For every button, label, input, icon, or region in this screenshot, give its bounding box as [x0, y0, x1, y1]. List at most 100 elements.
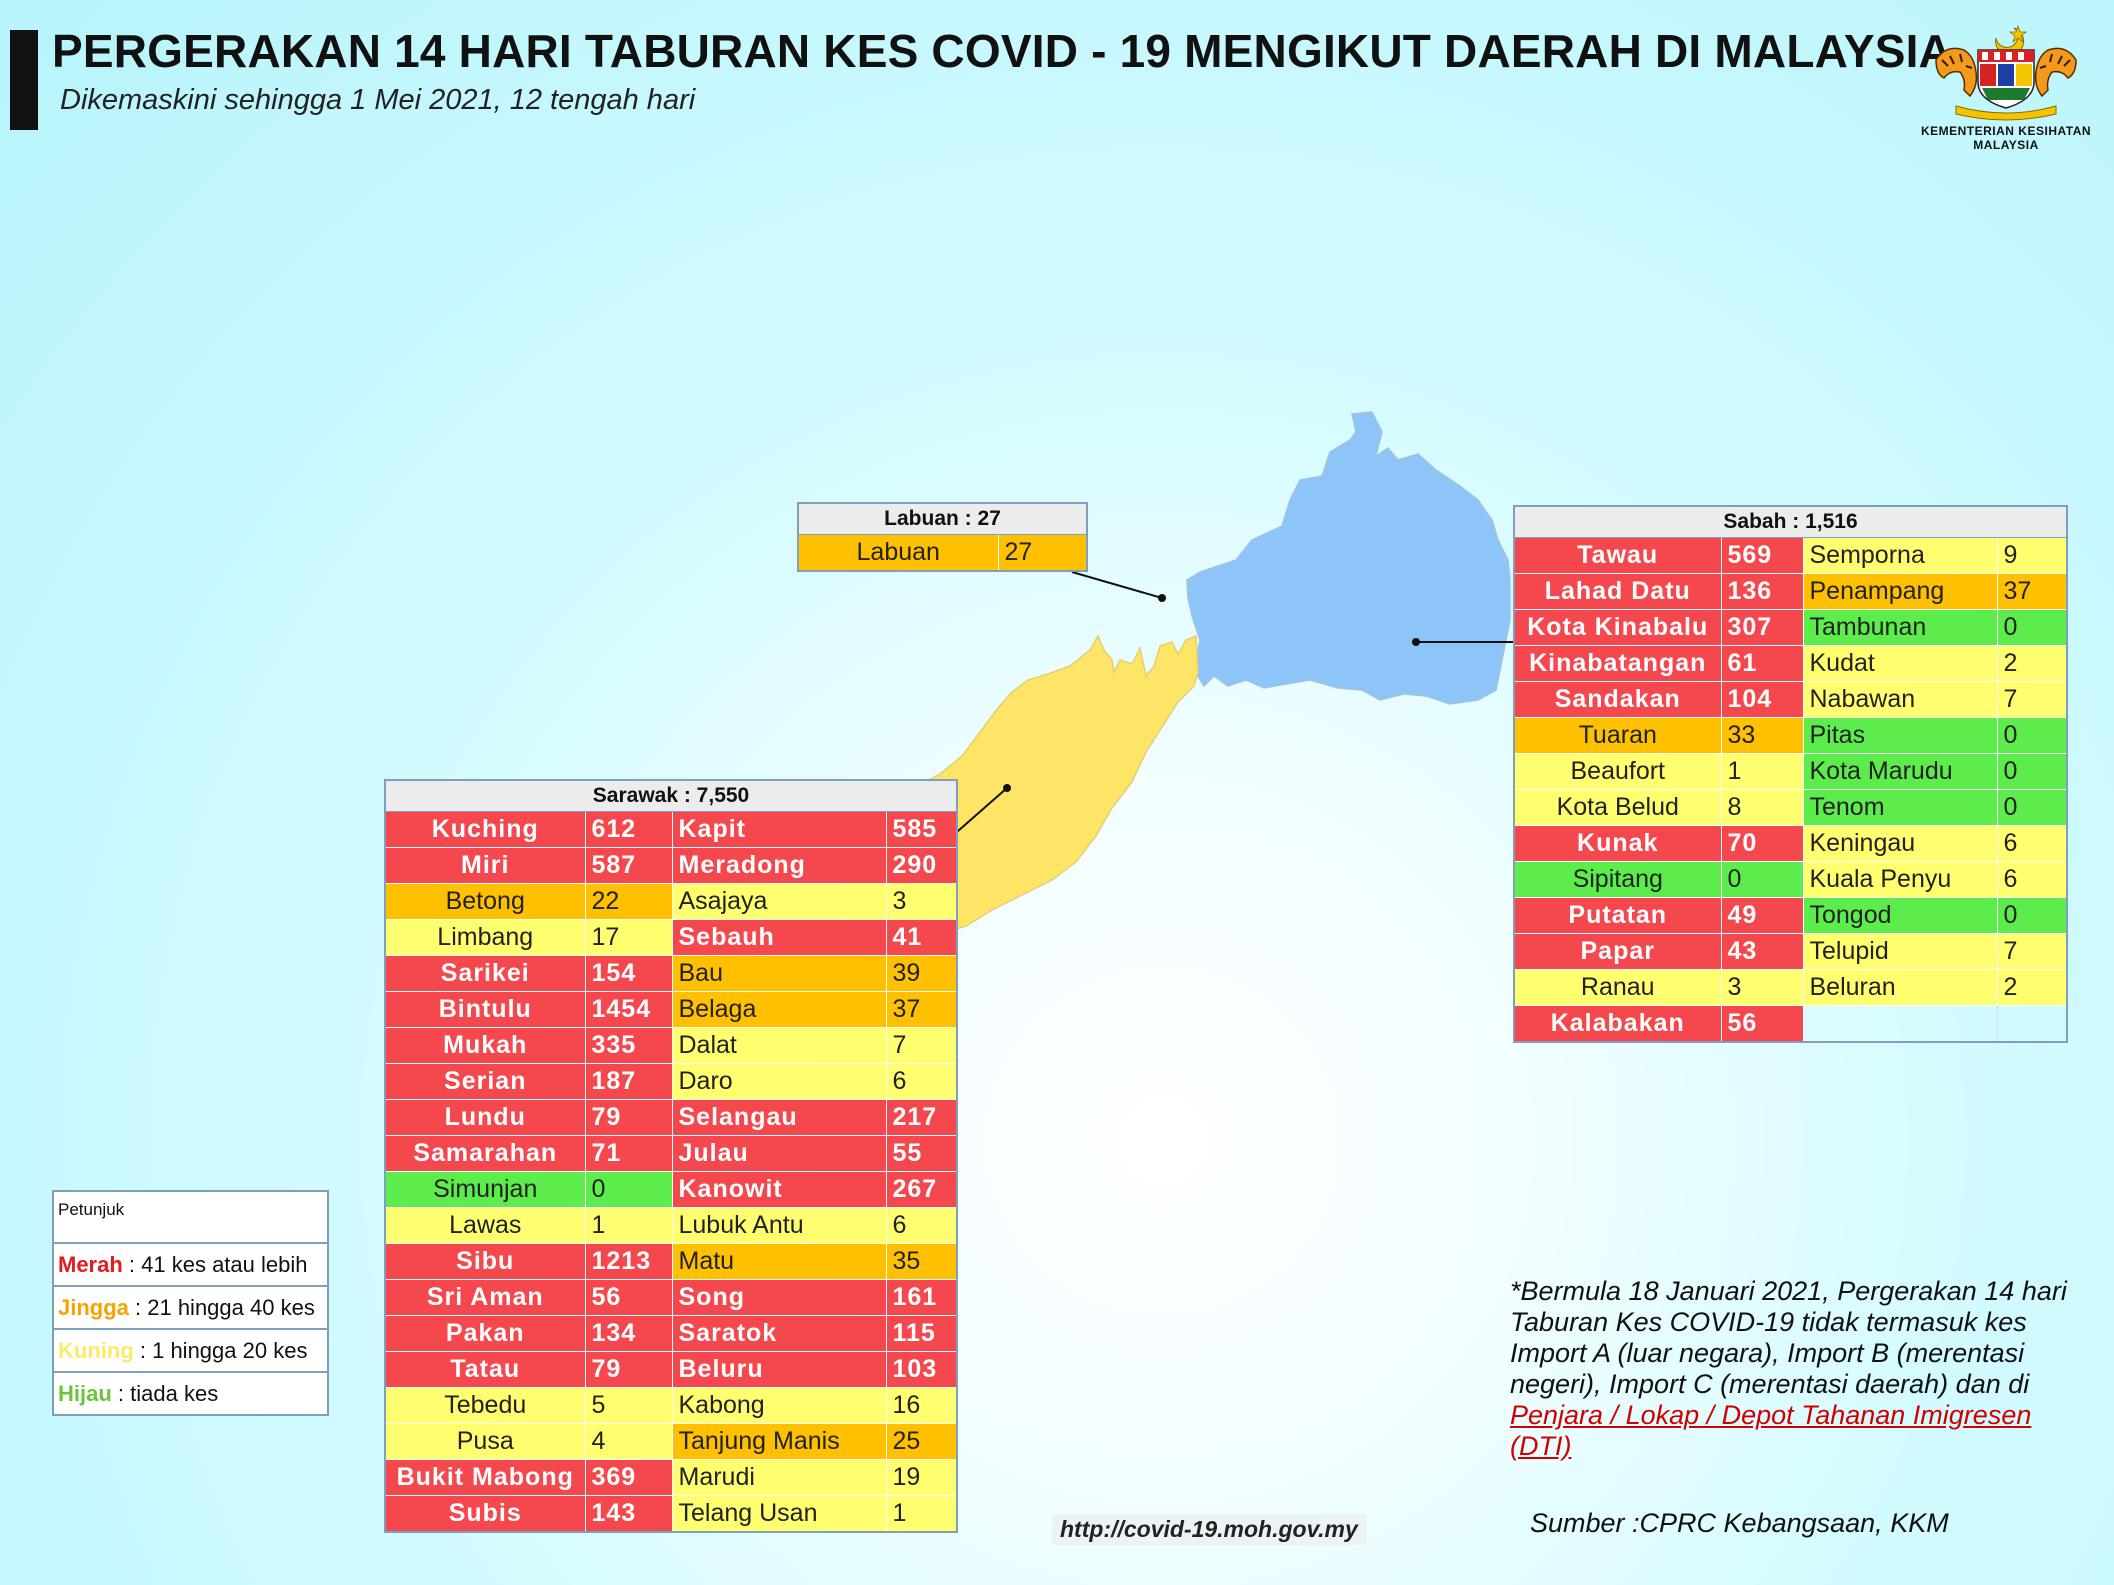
case-count: 103	[885, 1351, 958, 1388]
case-count: 0	[584, 1171, 673, 1208]
district-name: Tuaran	[1513, 717, 1722, 754]
case-count: 612	[584, 811, 673, 848]
case-count: 0	[1996, 717, 2068, 754]
case-count: 17	[584, 919, 673, 956]
case-count: 27	[997, 534, 1088, 572]
district-name: Kota Marudu	[1802, 753, 1998, 790]
district-name: Simunjan	[384, 1171, 586, 1208]
district-name: Kabong	[671, 1387, 887, 1424]
table-row: Ranau 3 Beluran 2	[1513, 969, 2068, 1006]
case-count: 6	[1996, 861, 2068, 898]
district-name: Beaufort	[1513, 753, 1722, 790]
table-row: Sandakan 104 Nabawan 7	[1513, 681, 2068, 718]
case-count: 569	[1720, 537, 1804, 574]
district-name: Kanowit	[671, 1171, 887, 1208]
district-name: Semporna	[1802, 537, 1998, 574]
legend: Petunjuk Merah : 41 kes atau lebih Jingg…	[52, 1190, 329, 1416]
labuan-header: Labuan : 27	[797, 502, 1088, 535]
district-name: Mukah	[384, 1027, 586, 1064]
district-name: Tongod	[1802, 897, 1998, 934]
district-name: Telang Usan	[671, 1495, 887, 1533]
district-name: Serian	[384, 1063, 586, 1100]
table-row: Kalabakan 56	[1513, 1005, 2068, 1043]
district-name: Betong	[384, 883, 586, 920]
table-row: Kunak 70 Keningau 6	[1513, 825, 2068, 862]
district-name: Lahad Datu	[1513, 573, 1722, 610]
legend-label: Jingga	[58, 1295, 129, 1320]
case-count: 19	[885, 1459, 958, 1496]
case-count: 0	[1996, 897, 2068, 934]
case-count: 104	[1720, 681, 1804, 718]
district-name: Limbang	[384, 919, 586, 956]
table-row: Tatau 79 Beluru 103	[384, 1351, 958, 1388]
district-name: Kalabakan	[1513, 1005, 1722, 1043]
district-name: Saratok	[671, 1315, 887, 1352]
legend-label: Hijau	[58, 1381, 112, 1406]
district-name: Kota Belud	[1513, 789, 1722, 826]
legend-desc: : tiada kes	[111, 1381, 219, 1406]
case-count: 8	[1720, 789, 1804, 826]
district-name: Kuching	[384, 811, 586, 848]
case-count: 4	[584, 1423, 673, 1460]
sarawak-header: Sarawak : 7,550	[384, 779, 958, 812]
case-count: 115	[885, 1315, 958, 1352]
district-name: Beluran	[1802, 969, 1998, 1006]
case-count: 61	[1720, 645, 1804, 682]
case-count: 6	[885, 1063, 958, 1100]
table-row: Tuaran 33 Pitas 0	[1513, 717, 2068, 754]
case-count: 39	[885, 955, 958, 992]
case-count: 6	[1996, 825, 2068, 862]
district-name: Lawas	[384, 1207, 586, 1244]
footnote-link[interactable]: Penjara / Lokap / Depot Tahanan Imigrese…	[1510, 1400, 2032, 1461]
district-name: Ranau	[1513, 969, 1722, 1006]
case-count: 1213	[584, 1243, 673, 1280]
table-row: Subis 143 Telang Usan 1	[384, 1495, 958, 1533]
district-name: Samarahan	[384, 1135, 586, 1172]
legend-item-hijau: Hijau : tiada kes	[54, 1373, 327, 1414]
case-count: 9	[1996, 537, 2068, 574]
case-count: 43	[1720, 933, 1804, 970]
district-name: Kunak	[1513, 825, 1722, 862]
table-row: Lahad Datu 136 Penampang 37	[1513, 573, 2068, 610]
table-row: Beaufort 1 Kota Marudu 0	[1513, 753, 2068, 790]
legend-label: Merah	[58, 1252, 123, 1277]
legend-item-kuning: Kuning : 1 hingga 20 kes	[54, 1330, 327, 1373]
legend-desc: : 21 hingga 40 kes	[128, 1295, 315, 1320]
case-count: 56	[1720, 1005, 1804, 1043]
district-name: Bau	[671, 955, 887, 992]
source-credit: Sumber :CPRC Kebangsaan, KKM	[1530, 1508, 1949, 1538]
footnote-text: *Bermula 18 Januari 2021, Pergerakan 14 …	[1510, 1276, 2067, 1399]
district-name: Matu	[671, 1243, 887, 1280]
case-count: 1	[584, 1207, 673, 1244]
case-count: 25	[885, 1423, 958, 1460]
case-count: 7	[1996, 681, 2068, 718]
case-count: 161	[885, 1279, 958, 1316]
district-name: Lundu	[384, 1099, 586, 1136]
case-count: 2	[1996, 969, 2068, 1006]
footnote: *Bermula 18 Januari 2021, Pergerakan 14 …	[1510, 1276, 2100, 1462]
table-row: Serian 187 Daro 6	[384, 1063, 958, 1100]
district-name: Kota Kinabalu	[1513, 609, 1722, 646]
ministry-logo: KEMENTERIAN KESIHATAN MALAYSIA	[1916, 20, 2096, 152]
labuan-table: Labuan : 27 Labuan 27	[797, 502, 1089, 572]
coat-of-arms-icon	[1935, 24, 2077, 121]
district-name: Bukit Mabong	[384, 1459, 586, 1496]
case-count: 0	[1996, 753, 2068, 790]
case-count: 307	[1720, 609, 1804, 646]
case-count: 0	[1996, 789, 2068, 826]
case-count: 2	[1996, 645, 2068, 682]
table-row: Sipitang 0 Kuala Penyu 6	[1513, 861, 2068, 898]
district-name: Keningau	[1802, 825, 1998, 862]
title-accent-bar	[10, 30, 38, 130]
case-count: 587	[584, 847, 673, 884]
district-name: Dalat	[671, 1027, 887, 1064]
legend-title: Petunjuk	[54, 1192, 327, 1244]
table-row: Samarahan 71 Julau 55	[384, 1135, 958, 1172]
district-name: Pusa	[384, 1423, 586, 1460]
district-name: Pakan	[384, 1315, 586, 1352]
case-count: 290	[885, 847, 958, 884]
website-url[interactable]: http://covid-19.moh.gov.my	[1052, 1514, 1366, 1545]
table-row: Papar 43 Telupid 7	[1513, 933, 2068, 970]
case-count: 6	[885, 1207, 958, 1244]
table-row: Simunjan 0 Kanowit 267	[384, 1171, 958, 1208]
